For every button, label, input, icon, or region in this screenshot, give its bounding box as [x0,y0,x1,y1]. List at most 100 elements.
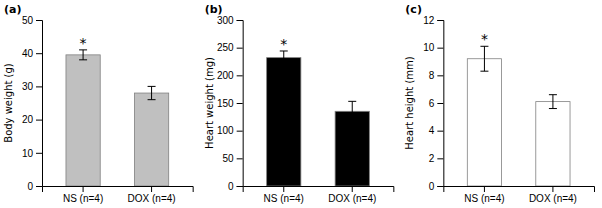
x-tick: NS (n=4) [464,186,504,204]
tick-mark [237,20,243,21]
tick-mark [437,158,443,159]
axis-line [237,21,244,187]
y-tick: 0 [429,181,444,192]
tick-mark [352,186,353,192]
tick-label: 0 [228,181,234,192]
tick-mark [36,153,42,154]
x-tick: NS (n=4) [63,186,103,204]
panel: 024681012NS (n=4)DOX (n=4)*Heart height … [404,3,594,204]
tick-label: 0 [429,181,435,192]
tick-label: 8 [429,70,435,81]
panel: 0 10 20 30 40 50 NS (n=4) DOX (n=4) * Body weight… [3,3,193,204]
y-tick: 0 [228,181,243,192]
tick-mark [237,103,243,104]
x-tick: NS (n=4) [264,186,304,204]
tick-label: 100 [217,125,234,136]
tick-label: 4 [429,125,435,136]
tick-mark [237,48,243,49]
tick-mark [437,186,443,187]
y-axis: 0 2 4 6 8 10 12 [423,15,444,192]
error-bar [148,86,156,99]
y-tick: 2 [429,153,444,164]
tick-label: 150 [217,98,234,109]
tick-label: DOX (n=4) [529,193,577,204]
axis-line [243,187,394,193]
tick-mark [83,186,84,192]
panel-label: (a) [4,3,21,16]
marks [66,50,169,186]
axis-line [444,187,595,193]
panel-label: (c) [405,3,422,16]
x-axis: NS (n=4) DOX (n=4) [444,186,595,204]
tick-label: 200 [217,70,234,81]
y-tick: 10 [22,148,42,159]
y-label: Body weight (g) [3,63,14,143]
error-bar [79,50,87,60]
tick-label: DOX (n=4) [328,193,376,204]
annotation: * [80,35,87,51]
x-tick: DOX (n=4) [529,186,577,204]
x-tick: DOX (n=4) [128,186,176,204]
tick-mark [151,186,152,192]
annotation: * [280,36,287,52]
tick-mark [237,158,243,159]
tick-label: 10 [22,148,34,159]
tick-label: 30 [22,81,34,92]
tick-label: NS (n=4) [264,193,304,204]
tick-mark [36,120,42,121]
figure: 01020304050NS (n=4)DOX (n=4)*Body weight… [0,0,602,208]
axis-line [437,21,444,187]
tick-mark [437,48,443,49]
tick-mark [437,75,443,76]
tick-mark [283,186,284,192]
x-axis: NS (n=4) DOX (n=4) [43,186,194,204]
tick-label: NS (n=4) [464,193,504,204]
marks [267,51,370,186]
marks [467,46,570,186]
tick-mark [237,131,243,132]
y-tick: 8 [429,70,444,81]
bar [66,55,100,186]
tick-mark [237,186,243,187]
y-tick: 20 [22,114,42,125]
tick-label: 50 [223,153,235,164]
y-tick: 0 [27,181,42,192]
tick-mark [36,20,42,21]
y-tick: 12 [423,15,443,26]
y-tick: 100 [217,125,243,136]
tick-label: NS (n=4) [63,193,103,204]
y-tick: 50 [223,153,243,164]
y-tick: 4 [429,125,444,136]
y-tick: 40 [22,48,42,59]
tick-label: 50 [22,15,34,26]
y-tick: 50 [22,15,42,26]
y-label: Heart weight (mg) [204,57,215,149]
axis-line [36,21,43,187]
axis-line [43,187,194,193]
x-tick: DOX (n=4) [328,186,376,204]
error-bar [280,51,288,64]
error-bar [549,95,557,109]
y-tick: 150 [217,98,243,109]
tick-mark [36,186,42,187]
panel: 050100150200250300NS (n=4)DOX (n=4)*Hear… [204,3,394,204]
y-tick: 6 [429,98,444,109]
tick-mark [437,20,443,21]
tick-label: 0 [27,181,33,192]
x-axis: NS (n=4) DOX (n=4) [243,186,394,204]
tick-label: 250 [217,42,234,53]
tick-mark [237,75,243,76]
tick-label: 40 [22,48,34,59]
y-tick: 10 [423,42,443,53]
tick-label: 2 [429,153,435,164]
bar [267,58,301,186]
y-axis: 0 10 20 30 40 50 [22,15,43,192]
tick-label: 12 [423,15,435,26]
tick-mark [437,131,443,132]
tick-mark [36,53,42,54]
tick-mark [552,186,553,192]
tick-mark [36,86,42,87]
y-tick: 200 [217,70,243,81]
y-axis: 050100150200250300 [217,15,243,192]
annotation: * [481,31,488,47]
